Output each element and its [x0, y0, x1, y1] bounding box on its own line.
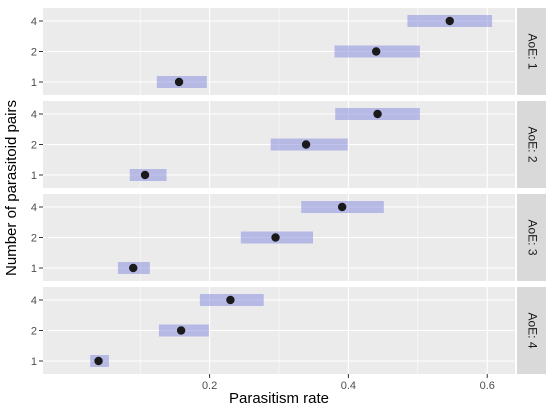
estimate-point	[176, 326, 186, 335]
estimate-point	[271, 233, 280, 242]
estimate-point	[337, 202, 347, 212]
facet-strip-label: AoE: 2	[525, 126, 539, 162]
estimate-point	[445, 16, 454, 26]
y-tick-label: 2	[31, 233, 37, 245]
y-tick-label: 1	[31, 170, 37, 182]
facet-strip-label: AoE: 4	[525, 312, 539, 348]
y-tick-label: 2	[31, 47, 37, 59]
facet-strip	[517, 194, 546, 281]
facet-panel: 1 2 4 AoE: 2	[31, 101, 546, 188]
panels-layer: 1 2 4 AoE: 1 1 2 4 AoE: 2 1 2 4 AoE: 3 1 2 4 AoE: 4	[31, 8, 546, 374]
facet-panel: 1 2 4 AoE: 4	[31, 287, 546, 374]
estimate-point	[140, 170, 150, 180]
facet-strip	[517, 287, 546, 374]
y-tick-label: 2	[31, 326, 37, 338]
y-tick-label: 1	[31, 356, 37, 368]
estimate-point	[371, 47, 381, 56]
facet-panel: 1 2 4 AoE: 3	[31, 194, 546, 281]
x-tick-label: 0.4	[341, 380, 356, 392]
y-axis-title: Number of parasitoid pairs	[3, 100, 20, 276]
y-tick-label: 4	[31, 295, 37, 307]
facet-strip	[517, 101, 546, 188]
estimate-point	[94, 356, 103, 366]
facet-panel: 1 2 4 AoE: 1	[31, 8, 546, 95]
y-tick-label: 1	[31, 77, 37, 89]
y-tick-label: 4	[31, 109, 37, 121]
estimate-point	[373, 109, 382, 119]
x-axis: 0.2 0.4 0.6	[202, 374, 495, 392]
estimate-point	[174, 77, 184, 87]
x-axis-title: Parasitism rate	[229, 390, 329, 407]
estimate-point	[226, 295, 235, 305]
facet-strip-label: AoE: 3	[525, 219, 539, 255]
y-tick-label: 4	[31, 202, 37, 214]
estimate-point	[129, 263, 138, 273]
facet-strip	[517, 8, 546, 95]
y-tick-label: 4	[31, 16, 37, 28]
y-tick-label: 2	[31, 140, 37, 152]
estimate-point	[301, 140, 311, 149]
y-tick-label: 1	[31, 263, 37, 275]
x-tick-label: 0.2	[202, 380, 217, 392]
x-tick-label: 0.6	[480, 380, 495, 392]
facet-strip-label: AoE: 1	[525, 33, 539, 69]
